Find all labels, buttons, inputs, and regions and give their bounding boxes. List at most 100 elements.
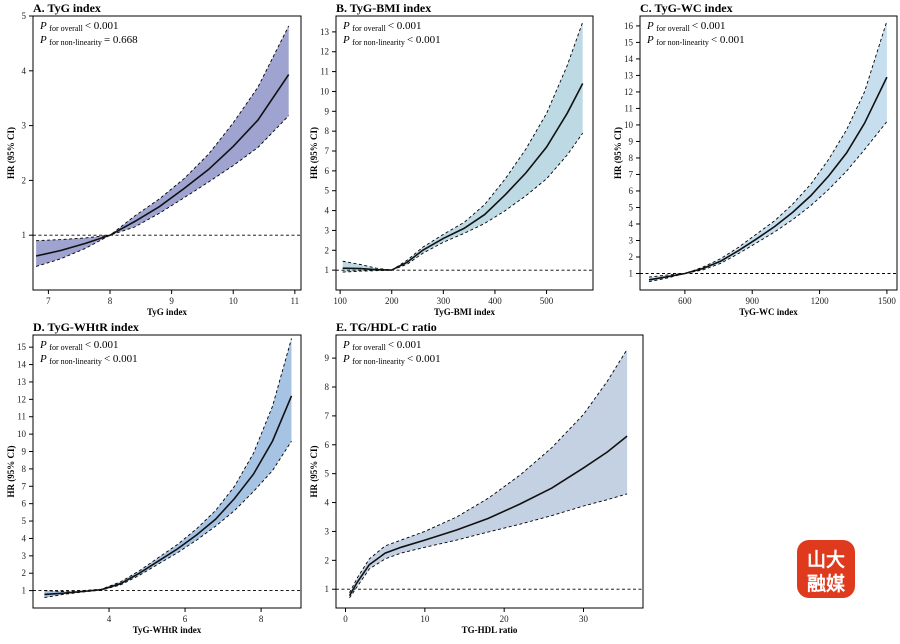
x-tick-label: 500 <box>540 296 554 306</box>
p-subscript: for non-linearity <box>49 38 104 47</box>
p-symbol: P <box>39 353 49 365</box>
y-tick-label: 14 <box>624 54 634 64</box>
y-tick-label: 7 <box>629 169 634 179</box>
y-axis-label: HR (95% CI) <box>6 127 16 179</box>
x-axis-label: TyG index <box>147 307 188 317</box>
x-tick-label: 300 <box>437 296 451 306</box>
panel-title: C. TyG-WC index <box>640 1 733 15</box>
y-tick-label: 7 <box>325 146 330 156</box>
y-tick-label: 13 <box>17 377 27 387</box>
y-tick-label: 5 <box>325 186 330 196</box>
y-tick-label: 14 <box>17 360 27 370</box>
hr-estimate-line <box>348 435 628 597</box>
p-subscript: for non-linearity <box>352 38 407 47</box>
x-tick-label: 6 <box>183 614 188 624</box>
x-axis-label: TyG-WC index <box>739 307 798 317</box>
y-tick-label: 6 <box>325 440 330 450</box>
p-value-annotation: P for non-linearity < 0.001 <box>342 353 441 366</box>
y-tick-label: 9 <box>325 353 330 363</box>
y-tick-label: 1 <box>22 230 27 240</box>
y-tick-label: 8 <box>325 382 330 392</box>
y-tick-label: 13 <box>624 70 634 80</box>
y-tick-label: 4 <box>325 206 330 216</box>
ci-band <box>342 22 583 273</box>
y-tick-label: 2 <box>325 555 330 565</box>
p-symbol: P <box>646 20 656 32</box>
ci-upper-line <box>349 349 628 593</box>
y-tick-label: 3 <box>629 235 634 245</box>
y-axis-label: HR (95% CI) <box>309 127 319 179</box>
x-tick-label: 20 <box>500 614 510 624</box>
y-tick-label: 1 <box>629 268 634 278</box>
y-tick-label: 5 <box>629 202 634 212</box>
y-tick-label: 1 <box>325 584 330 594</box>
p-value: < 0.001 <box>692 20 726 32</box>
y-tick-label: 12 <box>624 87 633 97</box>
y-tick-label: 1 <box>325 265 330 275</box>
publisher-logo: 山大 融媒 <box>797 540 855 598</box>
logo-text-line2: 融媒 <box>807 573 846 595</box>
x-tick-label: 1500 <box>878 296 897 306</box>
p-value-annotation: P for overall < 0.001 <box>39 20 119 33</box>
p-symbol: P <box>39 339 49 351</box>
x-tick-label: 100 <box>333 296 347 306</box>
x-tick-label: 0 <box>343 614 348 624</box>
x-tick-label: 8 <box>108 296 113 306</box>
p-subscript: for overall <box>352 343 388 352</box>
p-symbol: P <box>39 34 49 46</box>
ci-upper-line <box>44 338 292 592</box>
logo-badge <box>797 540 855 598</box>
x-tick-label: 400 <box>488 296 502 306</box>
ci-lower-line <box>349 493 628 599</box>
p-symbol: P <box>342 353 352 365</box>
ci-band <box>649 21 887 282</box>
p-symbol: P <box>39 20 49 32</box>
y-tick-label: 6 <box>22 499 27 509</box>
plot-frame <box>32 15 302 291</box>
hr-estimate-line <box>35 74 290 257</box>
y-tick-label: 9 <box>629 136 634 146</box>
y-tick-label: 7 <box>325 411 330 421</box>
p-value-annotation: P for non-linearity < 0.001 <box>646 34 745 47</box>
x-tick-label: 1200 <box>811 296 830 306</box>
ci-band <box>349 349 628 598</box>
y-tick-label: 3 <box>325 526 330 536</box>
p-subscript: for overall <box>49 343 85 352</box>
p-subscript: for non-linearity <box>352 357 407 366</box>
p-subscript: for overall <box>49 24 85 33</box>
p-value-annotation: P for non-linearity < 0.001 <box>342 34 441 47</box>
y-tick-label: 12 <box>17 394 26 404</box>
y-tick-label: 15 <box>17 342 27 352</box>
y-tick-label: 4 <box>629 219 634 229</box>
y-tick-label: 10 <box>17 429 27 439</box>
x-tick-label: 10 <box>420 614 430 624</box>
panel-e: E. TG/HDL-C ratio 0 10 20 30 1 2 3 4 5 6 7 8 9 TG-HDL … <box>309 320 644 635</box>
y-tick-label: 3 <box>22 121 27 131</box>
ci-band <box>44 338 292 598</box>
plot-frame <box>639 15 898 291</box>
y-tick-label: 8 <box>629 153 634 163</box>
x-tick-label: 30 <box>579 614 589 624</box>
plot-frame <box>335 334 644 609</box>
y-tick-label: 7 <box>22 481 27 491</box>
x-axis-label: TyG-WHtR index <box>133 625 202 635</box>
y-tick-label: 10 <box>320 86 330 96</box>
p-value: < 0.001 <box>407 34 441 46</box>
y-tick-label: 10 <box>624 120 634 130</box>
y-tick-label: 5 <box>22 516 27 526</box>
y-tick-label: 4 <box>22 66 27 76</box>
p-symbol: P <box>646 34 656 46</box>
y-tick-label: 5 <box>22 11 27 21</box>
y-tick-label: 13 <box>320 27 330 37</box>
plot-frame <box>32 334 302 609</box>
p-subscript: for overall <box>352 24 388 33</box>
p-value: < 0.001 <box>85 339 119 351</box>
y-tick-label: 8 <box>325 126 330 136</box>
p-value: < 0.001 <box>85 20 119 32</box>
